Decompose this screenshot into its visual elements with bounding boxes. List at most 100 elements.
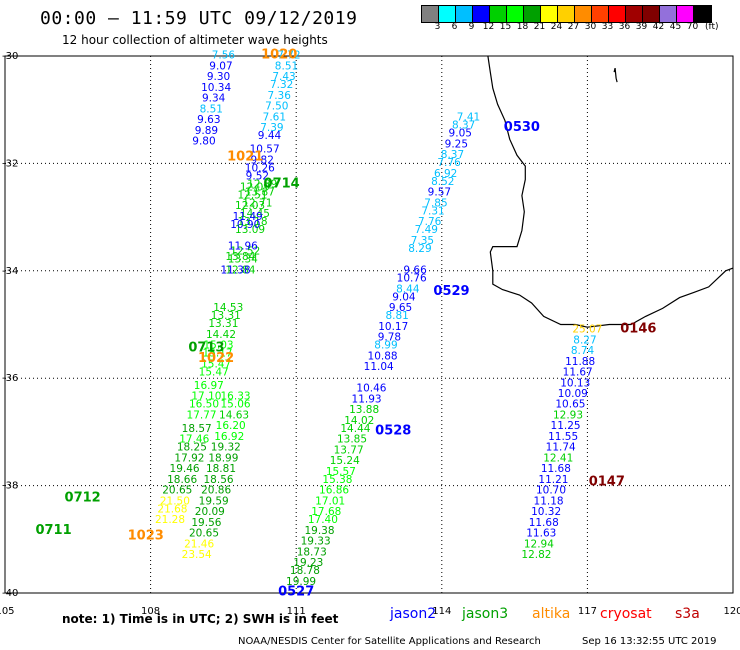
wave-height-value: 19.23 — [293, 557, 323, 569]
wave-height-value: 16.92 — [214, 431, 244, 443]
wave-height-value: 18.73 — [297, 546, 327, 558]
legend-unit: (ft) — [705, 22, 719, 32]
wave-height-value: 13.31 — [211, 310, 241, 322]
wave-height-value: 8.37 — [441, 149, 464, 161]
wave-height-value: 11.63 — [526, 528, 556, 540]
legend-label: 15 — [499, 22, 512, 32]
legend-label: 70 — [686, 22, 699, 32]
pass-time-label: 0713 — [188, 340, 224, 355]
wave-height-value: 12.03 — [235, 200, 265, 212]
wave-height-value: 9.80 — [192, 136, 215, 148]
pass-time-label: 0714 — [264, 177, 300, 192]
legend-label: 33 — [601, 22, 614, 32]
wave-height-value: 11.74 — [546, 442, 576, 454]
wave-height-value: 14.53 — [213, 302, 243, 314]
wave-height-value: 11.88 — [565, 356, 595, 368]
wave-height-value: 8.44 — [396, 283, 420, 295]
wave-height-value: 10.34 — [201, 82, 231, 94]
wave-height-value: 13.31 — [208, 318, 238, 330]
color-legend-bar — [421, 5, 712, 23]
wave-height-value: 14.42 — [206, 329, 236, 341]
wave-height-value: 13.87 — [245, 187, 275, 199]
wave-height-value: 7.85 — [424, 197, 447, 209]
legend-swatch — [626, 6, 643, 22]
legend-swatch — [524, 6, 541, 22]
wave-height-value: 19.33 — [301, 536, 331, 548]
wave-height-value: 9.63 — [197, 114, 220, 126]
pass-time-label: 0530 — [504, 120, 540, 135]
legend-swatch — [422, 6, 439, 22]
pass-time-label: 0529 — [433, 284, 469, 299]
chart-title: 00:00 – 11:59 UTC 09/12/2019 — [40, 8, 358, 29]
wave-height-value: 10.76 — [397, 273, 427, 285]
wave-height-value: 7.36 — [268, 90, 292, 102]
wave-height-value: 10.65 — [555, 399, 585, 411]
legend-swatch — [575, 6, 592, 22]
wave-height-value: 17.10 — [191, 391, 221, 403]
wave-height-value: 16.33 — [221, 391, 251, 403]
wave-height-value: 17.46 — [179, 434, 209, 446]
wave-height-value: 11.18 — [534, 495, 564, 507]
credit-line: NOAA/NESDIS Center for Satellite Applica… — [238, 636, 541, 647]
wave-height-value: 8.51 — [275, 60, 298, 72]
wave-height-value: 14.44 — [340, 423, 370, 435]
lon-tick-label: 114 — [432, 606, 451, 617]
map-frame — [4, 55, 734, 594]
generated-timestamp: Sep 16 13:32:55 UTC 2019 — [582, 636, 717, 647]
lat-tick-label: -30 — [2, 51, 18, 62]
legend-swatch — [473, 6, 490, 22]
footer-note: note: 1) Time is in UTC; 2) SWH is in fe… — [62, 612, 339, 626]
wave-height-value: 18.66 — [167, 474, 197, 486]
wave-height-value: 7.35 — [411, 235, 434, 247]
wave-height-value: 8.74 — [571, 345, 595, 357]
wave-height-value: 11.49 — [233, 211, 263, 223]
legend-swatch — [643, 6, 660, 22]
wave-height-value: 15.38 — [322, 474, 352, 486]
wave-height-value: 10.57 — [250, 144, 280, 156]
lon-tick-label: 117 — [578, 606, 597, 617]
wave-height-value: 20.86 — [201, 485, 231, 497]
wave-height-value: 9.07 — [209, 60, 232, 72]
wave-height-value: 9.65 — [389, 302, 412, 314]
wave-height-value: 19.56 — [191, 517, 221, 529]
wave-height-value: 17.92 — [174, 452, 204, 464]
lat-tick-label: -32 — [2, 158, 18, 169]
wave-height-value: 17.40 — [308, 514, 338, 526]
lat-tick-label: -34 — [2, 266, 18, 277]
wave-height-value: 19.99 — [286, 576, 316, 588]
wave-height-value: 9.30 — [207, 71, 230, 83]
legend-swatch — [541, 6, 558, 22]
wave-height-value: 13.18 — [237, 216, 267, 228]
legend-cryosat: cryosat — [600, 606, 652, 622]
coastline-island — [613, 67, 618, 83]
wave-height-value: 8.99 — [374, 340, 397, 352]
coastline — [487, 55, 734, 328]
wave-height-value: 18.99 — [208, 452, 238, 464]
wave-height-value: 11.21 — [538, 474, 568, 486]
pass-time-label: 0146 — [620, 322, 656, 337]
legend-label: 30 — [584, 22, 597, 32]
wave-height-value: 13.85 — [337, 434, 367, 446]
legend-swatch — [456, 6, 473, 22]
wave-height-value: 19.59 — [199, 495, 229, 507]
legend-label: 12 — [482, 22, 495, 32]
lon-tick-label: 108 — [141, 606, 160, 617]
legend-label: 27 — [567, 22, 580, 32]
legend-swatch — [439, 6, 456, 22]
wave-height-value: 25.07 — [572, 324, 602, 336]
legend-swatch — [558, 6, 575, 22]
legend-swatch — [677, 6, 694, 22]
wave-height-value: 20.65 — [162, 485, 192, 497]
legend-swatch — [660, 6, 677, 22]
wave-height-value: 20.65 — [189, 528, 219, 540]
chart-subtitle: 12 hour collection of altimeter wave hei… — [62, 33, 328, 47]
wave-height-value: 9.05 — [449, 128, 472, 140]
wave-height-value: 13.34 — [228, 254, 258, 266]
wave-height-value: 12.51 — [237, 189, 267, 201]
wave-height-value: 13.88 — [349, 404, 379, 416]
wave-height-value: 11.68 — [541, 463, 571, 475]
legend-label: 3 — [434, 22, 441, 32]
legend-swatch — [490, 6, 507, 22]
legend-swatch — [592, 6, 609, 22]
wave-height-value: 11.96 — [228, 240, 258, 252]
